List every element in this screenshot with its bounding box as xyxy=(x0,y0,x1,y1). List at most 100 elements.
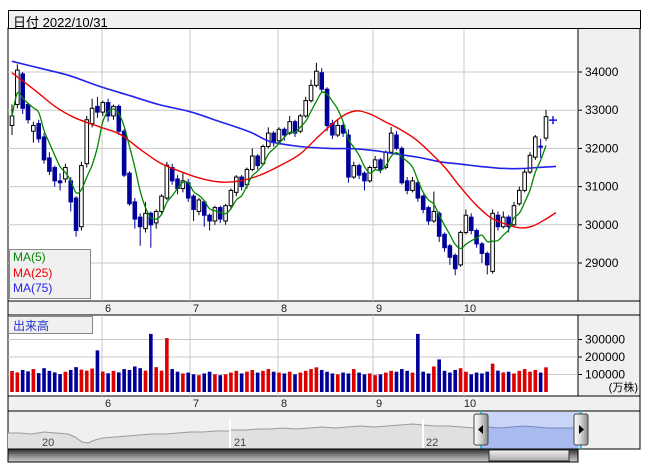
candle-body xyxy=(522,171,527,191)
candle-body xyxy=(404,180,410,191)
main-plot-area[interactable] xyxy=(7,27,579,302)
candle-body xyxy=(415,182,421,199)
volume-bar xyxy=(469,374,474,392)
volume-bar xyxy=(432,366,436,392)
volume-bar xyxy=(159,370,164,392)
volume-bar xyxy=(367,373,372,392)
ma25-line xyxy=(11,72,557,229)
candle-body xyxy=(36,123,42,140)
price-axis-area xyxy=(577,27,641,412)
candle-body xyxy=(127,172,132,205)
volume-bar xyxy=(416,333,420,392)
volume-bar xyxy=(303,370,308,392)
volume-bar xyxy=(68,369,73,392)
volume-bar xyxy=(31,369,36,392)
volume-bar xyxy=(496,370,500,392)
volume-bar xyxy=(362,374,367,392)
volume-bar xyxy=(47,370,52,392)
price-tick-label: 30000 xyxy=(585,218,619,232)
volume-bar xyxy=(197,375,201,392)
volume-bar xyxy=(271,371,276,392)
volume-bar xyxy=(154,367,158,392)
candle-body xyxy=(15,69,20,105)
candle-body xyxy=(111,105,116,117)
candle-body xyxy=(292,121,298,134)
candle-body xyxy=(132,201,138,220)
volume-bar xyxy=(426,373,431,392)
candle-body xyxy=(84,119,90,165)
volume-bar xyxy=(266,369,271,392)
volume-bar xyxy=(330,373,335,392)
candle-body xyxy=(527,154,533,173)
volume-bar xyxy=(52,372,57,392)
volume-bar xyxy=(74,367,78,392)
candle-body xyxy=(442,233,447,249)
volume-bar xyxy=(15,372,20,392)
volume-bar xyxy=(36,373,41,392)
volume-tick-label: 100000 xyxy=(585,368,625,382)
candle-body xyxy=(335,124,341,136)
candle-body xyxy=(282,128,287,136)
volume-bar xyxy=(181,373,185,392)
scrollbar-track[interactable] xyxy=(7,448,579,463)
month-label-lower: 10 xyxy=(464,398,476,410)
month-label-upper: 7 xyxy=(193,303,199,315)
candle-body xyxy=(9,115,15,126)
volume-bar xyxy=(117,372,121,392)
volume-bar xyxy=(309,369,313,392)
candle-body xyxy=(201,201,207,216)
candle-body xyxy=(538,145,543,148)
month-strip-lower xyxy=(7,395,641,412)
month-label-lower: 8 xyxy=(281,398,287,410)
candle-body xyxy=(431,210,437,222)
volume-bar xyxy=(474,372,479,392)
volume-bar xyxy=(10,371,14,392)
volume-bar xyxy=(170,369,174,392)
candle-body xyxy=(362,172,367,182)
volume-bar xyxy=(127,369,132,392)
volume-bar xyxy=(442,370,447,392)
candle-body xyxy=(410,180,415,191)
candle-body xyxy=(287,121,292,134)
candle-body xyxy=(79,165,84,228)
candle-body xyxy=(207,214,212,222)
arrow-left-icon xyxy=(478,425,483,434)
candle-body xyxy=(490,212,495,272)
volume-bar xyxy=(480,373,484,392)
candle-body xyxy=(31,124,36,132)
candle-body xyxy=(399,147,405,184)
volume-bar xyxy=(384,372,388,392)
volume-bar xyxy=(410,372,415,392)
candle-body xyxy=(298,115,303,132)
volume-bar xyxy=(501,372,506,392)
volume-bar xyxy=(90,368,94,392)
price-tick-label: 33000 xyxy=(585,103,619,117)
volume-tick-label: 300000 xyxy=(585,333,625,347)
candle-body xyxy=(137,216,143,228)
volume-bar xyxy=(389,370,393,392)
candle-body xyxy=(89,107,95,125)
volume-bar xyxy=(138,368,142,392)
candle-body xyxy=(506,216,511,228)
candle-body xyxy=(420,195,426,211)
volume-bar xyxy=(421,371,425,392)
volume-bar xyxy=(26,371,30,392)
volume-bar xyxy=(165,338,169,392)
volume-bar xyxy=(149,333,153,392)
legend-ma25: MA(25) xyxy=(13,265,53,280)
volume-bar xyxy=(448,372,452,392)
volume-bar xyxy=(218,375,223,392)
candle-body xyxy=(511,205,517,226)
volume-bar xyxy=(325,371,329,392)
candle-body xyxy=(479,243,485,254)
volume-panel-label: 出来高 xyxy=(8,316,93,334)
candle-body xyxy=(100,102,106,113)
legend-ma75: MA(75) xyxy=(13,281,53,295)
volume-bar xyxy=(282,373,287,392)
volume-bar xyxy=(528,371,532,392)
volume-bar xyxy=(239,373,244,392)
scrollbar-thumb[interactable] xyxy=(488,449,570,462)
volume-bar xyxy=(293,374,297,392)
volume-bar xyxy=(341,372,345,392)
volume-bar xyxy=(319,369,324,392)
